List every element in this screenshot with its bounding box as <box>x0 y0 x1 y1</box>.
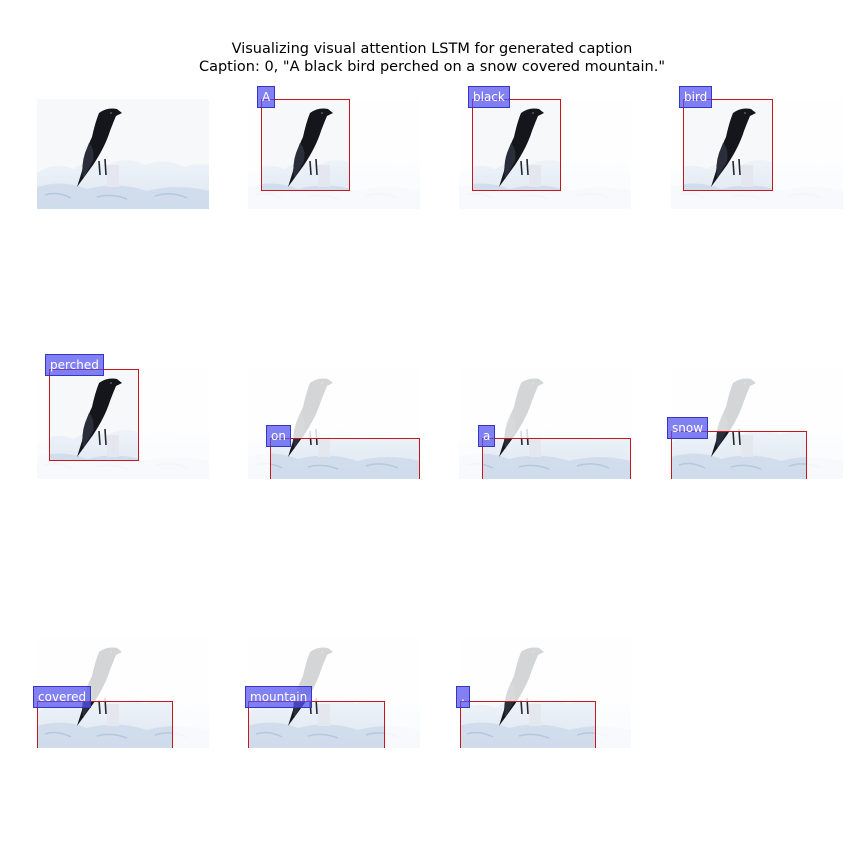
original-photo <box>37 99 209 209</box>
panel-word-perched: perched <box>37 354 209 479</box>
panel-word-black: black <box>459 86 631 209</box>
panel-word-bird: bird <box>671 86 843 209</box>
attention-box <box>248 701 385 748</box>
word-label: covered <box>33 686 92 708</box>
attention-box <box>270 438 420 479</box>
focused-photo-region <box>461 702 595 748</box>
focused-photo-region <box>249 702 384 748</box>
panel-word-a: a <box>459 369 631 479</box>
attention-box <box>472 99 561 191</box>
focused-photo-region <box>684 100 772 190</box>
attention-box <box>482 438 631 479</box>
panel-word-A: A <box>248 86 420 209</box>
panel-original <box>37 99 209 209</box>
focused-photo-region <box>672 432 806 479</box>
focused-photo-region <box>271 439 419 479</box>
word-label: A <box>257 86 276 108</box>
focused-photo-region <box>50 370 138 460</box>
attention-box <box>671 431 807 479</box>
word-label: snow <box>667 417 709 439</box>
attention-box <box>683 99 773 191</box>
focused-photo-region <box>483 439 630 479</box>
focused-photo-region <box>473 100 560 190</box>
panel-word-covered: covered <box>33 638 209 748</box>
attention-box <box>261 99 350 191</box>
panel-word-snow: snow <box>667 369 843 479</box>
word-label: a <box>478 425 496 447</box>
figure-title: Visualizing visual attention LSTM for ge… <box>231 41 633 57</box>
word-label: bird <box>679 86 713 108</box>
attention-box <box>460 701 596 748</box>
word-label: on <box>266 425 291 447</box>
focused-photo-region <box>38 702 172 748</box>
focused-photo-region <box>262 100 349 190</box>
word-label: mountain <box>245 686 313 708</box>
panel-word-period: . <box>456 638 631 748</box>
word-label: perched <box>45 354 104 376</box>
panel-word-on: on <box>248 369 420 479</box>
attention-box <box>49 369 139 461</box>
word-label: . <box>456 686 470 708</box>
attention-box <box>37 701 173 748</box>
caption-line: Caption: 0, "A black bird perched on a s… <box>198 59 666 75</box>
panel-word-mountain: mountain <box>245 638 420 748</box>
word-label: black <box>468 86 510 108</box>
